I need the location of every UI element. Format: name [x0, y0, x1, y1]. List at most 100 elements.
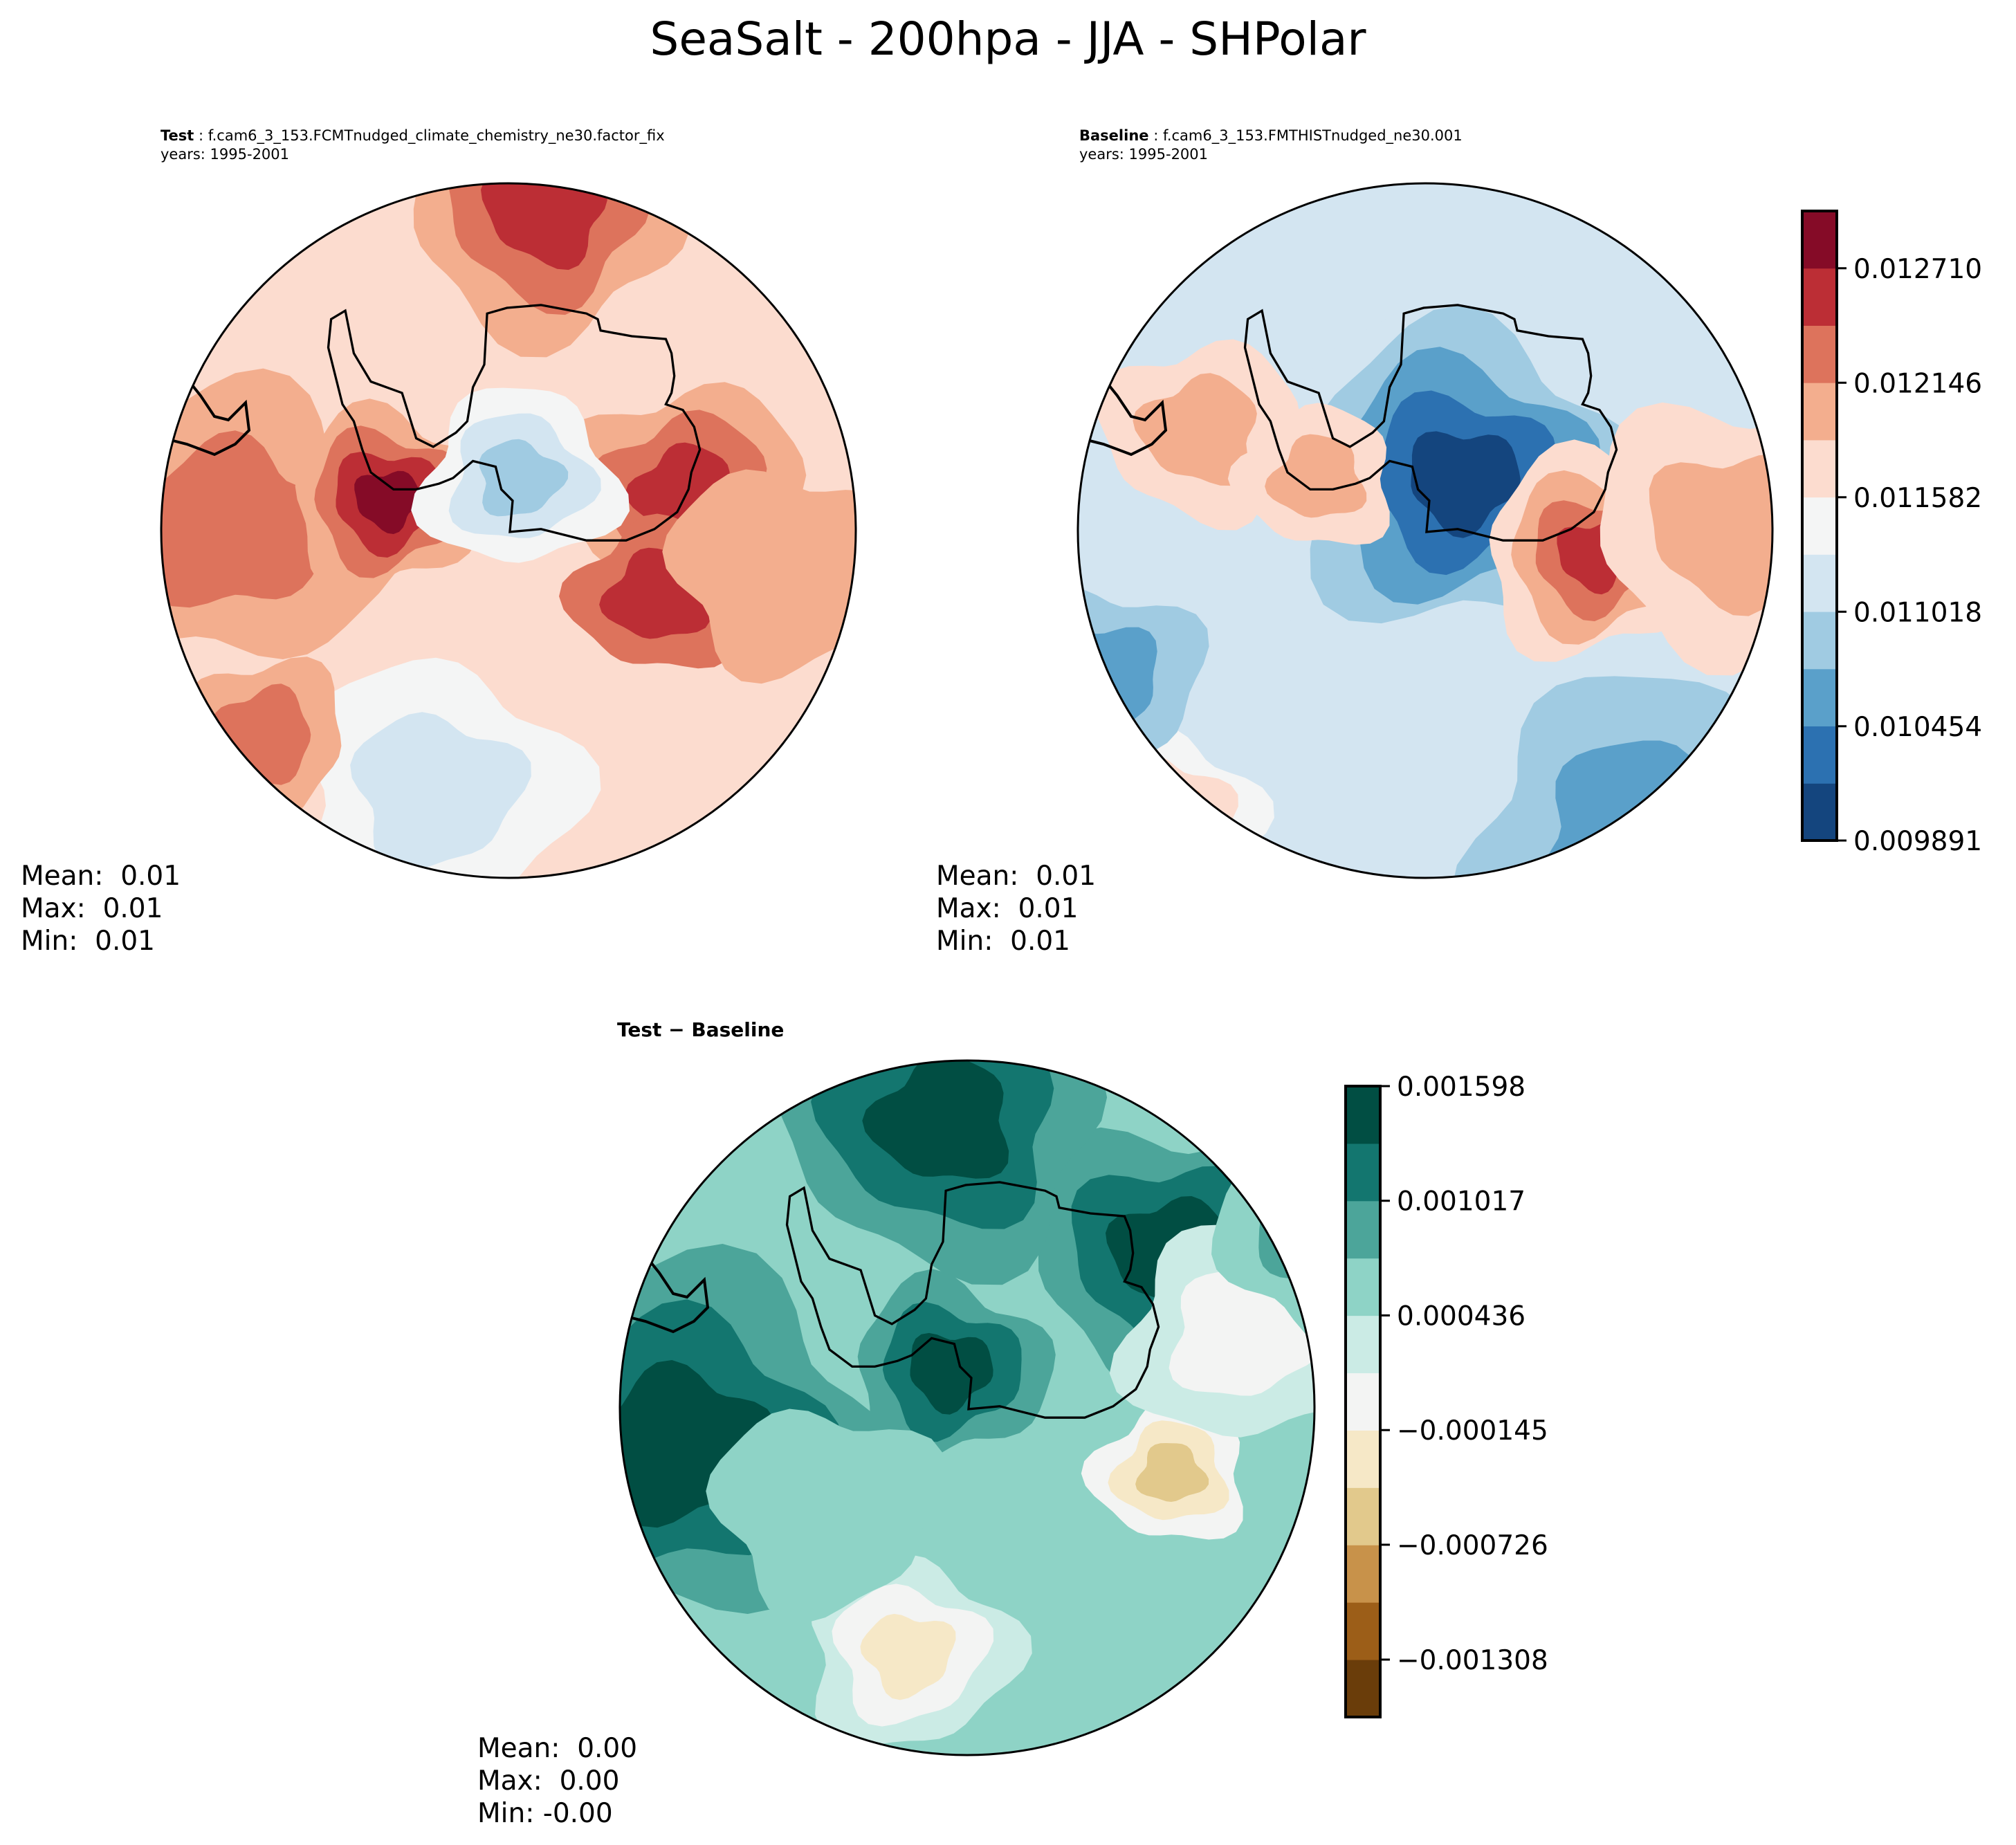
baseline-stats: Mean: 0.01 Max: 0.01 Min: 0.01: [936, 860, 1096, 957]
colorbar-swatch: [1802, 268, 1837, 326]
contour-region: [1537, 740, 1766, 878]
baseline-min: 0.01: [1010, 926, 1070, 957]
baseline-years: years: 1995-2001: [1079, 146, 1209, 163]
diff-stats: Mean: 0.00 Max: 0.00 Min: -0.00: [477, 1732, 637, 1830]
colorbar-swatch: [1346, 1373, 1380, 1431]
diff-mean-label: Mean:: [477, 1733, 578, 1764]
test-map: [160, 182, 857, 879]
baseline-max: 0.01: [1018, 893, 1079, 924]
colorbar-bottom: 0.001598 0.001017 0.000436 −0.000145 −0.0007…: [1344, 1072, 1548, 1718]
diff-max: 0.00: [559, 1765, 620, 1797]
baseline-sep: :: [1148, 127, 1163, 144]
contour-region: [706, 1408, 946, 1624]
contour-region: [1649, 455, 1772, 616]
colorbar-swatch: [1346, 1143, 1380, 1202]
baseline-max-label: Max:: [936, 893, 1018, 924]
map-boundary: [160, 182, 857, 879]
colorbar-tick-label: 0.001598: [1397, 1072, 1525, 1103]
antarctica-coastline: [327, 304, 702, 542]
colorbar-tick-label: 0.009891: [1853, 826, 1982, 857]
test-min-label: Min:: [21, 926, 95, 957]
colorbar-tick-label: 0.012710: [1853, 254, 1982, 285]
colorbar-swatch: [1346, 1258, 1380, 1316]
contour-region: [1135, 1443, 1209, 1502]
colorbar-swatch: [1802, 612, 1837, 670]
test-max-label: Max:: [21, 893, 103, 924]
contour-field: [161, 183, 856, 878]
colorbar-swatch: [1346, 1430, 1380, 1488]
south-america-coastline: [1078, 376, 1168, 457]
baseline-subtitle: Baseline : f.cam6_3_153.FMTHISTnudged_ne…: [1079, 127, 1463, 164]
baseline-label: Baseline: [1079, 127, 1149, 144]
colorbar-frame: [1344, 1085, 1382, 1718]
baseline-min-label: Min:: [936, 926, 1011, 957]
test-mean-label: Mean:: [21, 861, 121, 892]
colorbar-swatch: [1802, 439, 1837, 498]
colorbar-tick-label: 0.011582: [1853, 483, 1982, 514]
diff-mean: 0.00: [577, 1733, 638, 1764]
colorbar-tick-label: 0.001017: [1397, 1186, 1525, 1218]
contour-region: [350, 712, 531, 872]
diff-max-label: Max:: [477, 1765, 560, 1797]
contour-region: [479, 439, 569, 517]
colorbar-tick-label: 0.012146: [1853, 368, 1982, 399]
contour-region: [1133, 373, 1257, 486]
colorbar-swatch: [1802, 325, 1837, 383]
colorbar-tick-label: 0.010454: [1853, 712, 1982, 743]
south-america-coastline: [161, 376, 251, 457]
map-boundary: [618, 1059, 1316, 1756]
colorbar-swatch: [1802, 497, 1837, 555]
colorbar-swatch: [1802, 668, 1837, 727]
baseline-mean: 0.01: [1036, 861, 1097, 892]
antarctica-coastline: [785, 1181, 1160, 1419]
colorbar-swatch: [1346, 1602, 1380, 1660]
antarctica-coastline: [1243, 304, 1618, 542]
figure-title: SeaSalt - 200hpa - JJA - SHPolar: [650, 12, 1366, 66]
diff-map: [618, 1059, 1316, 1756]
colorbar-swatch: [1802, 554, 1837, 612]
colorbar-swatch: [1346, 1545, 1380, 1603]
test-min: 0.01: [95, 926, 155, 957]
baseline-map: [1076, 182, 1774, 879]
contour-region: [1078, 627, 1157, 746]
test-mean: 0.01: [120, 861, 181, 892]
diff-min-label: Min:: [477, 1798, 543, 1829]
colorbar-swatch: [1346, 1660, 1380, 1718]
test-subtitle: Test : f.cam6_3_153.FCMTnudged_climate_c…: [161, 127, 665, 164]
contour-region: [1265, 434, 1367, 518]
colorbar-swatch: [1346, 1086, 1380, 1144]
colorbar-swatch: [1802, 726, 1837, 784]
colorbar-tick-label: −0.001308: [1397, 1645, 1548, 1676]
contour-region: [161, 430, 337, 608]
colorbar-swatch: [1346, 1315, 1380, 1374]
test-sep: :: [194, 127, 208, 144]
diff-title: Test − Baseline: [617, 1018, 785, 1041]
contour-field: [1078, 183, 1772, 878]
test-years: years: 1995-2001: [161, 146, 290, 163]
colorbar-swatch: [1346, 1200, 1380, 1259]
map-boundary: [1076, 182, 1774, 879]
contour-region: [860, 1613, 956, 1700]
colorbar-swatch: [1802, 383, 1837, 441]
colorbar-frame: [1801, 210, 1838, 842]
colorbar-swatch: [1346, 1487, 1380, 1545]
colorbar-tick-label: 0.000436: [1397, 1301, 1525, 1332]
contour-region: [354, 470, 421, 534]
test-case: f.cam6_3_153.FCMTnudged_climate_chemistr…: [208, 127, 665, 144]
diff-min: -0.00: [542, 1798, 613, 1829]
colorbar-swatch: [1802, 211, 1837, 269]
contour-region: [1411, 431, 1521, 538]
contour-region: [1114, 780, 1203, 861]
contour-region: [910, 1332, 993, 1415]
contour-region: [1169, 1268, 1314, 1396]
test-label: Test: [161, 127, 194, 144]
colorbar-swatch: [1802, 783, 1837, 841]
south-america-coastline: [620, 1254, 710, 1334]
colorbar-tick-label: 0.011018: [1853, 597, 1982, 628]
contour-region: [862, 1061, 1009, 1179]
baseline-case: f.cam6_3_153.FMTHISTnudged_ne30.001: [1162, 127, 1463, 144]
contour-region: [481, 183, 607, 270]
test-stats: Mean: 0.01 Max: 0.01 Min: 0.01: [21, 860, 181, 957]
baseline-mean-label: Mean:: [936, 861, 1036, 892]
colorbar-tick-label: −0.000726: [1397, 1530, 1548, 1561]
